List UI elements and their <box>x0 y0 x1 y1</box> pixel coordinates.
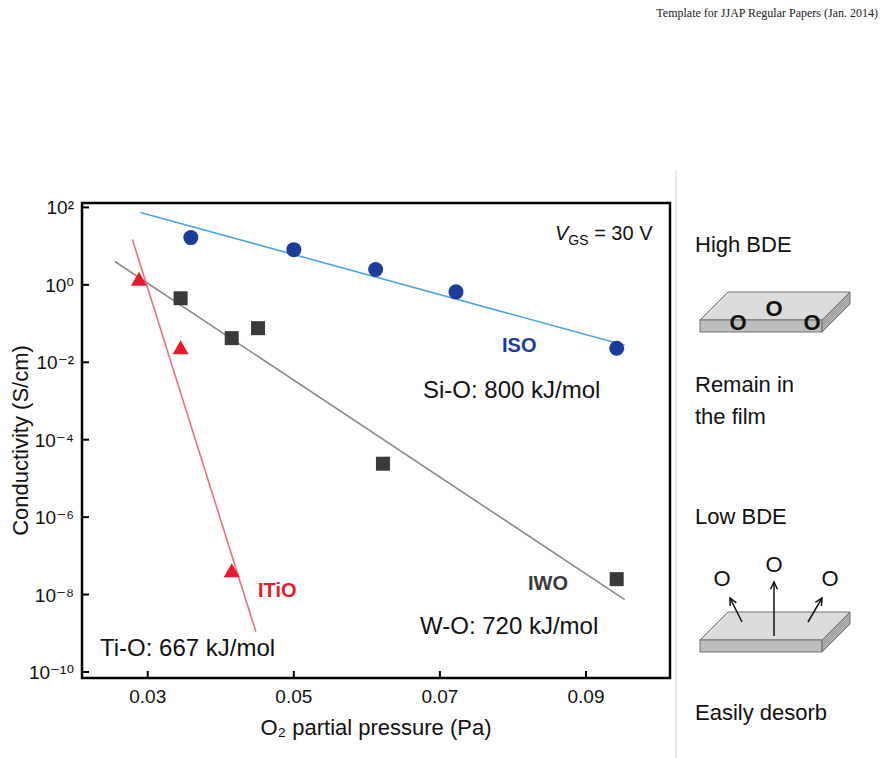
y-tick-label: 10⁻⁶ <box>35 507 74 528</box>
data-point <box>448 284 463 299</box>
bond-energy-label: Ti-O: 667 kJ/mol <box>100 634 275 661</box>
y-axis-title: Conductivity (S/cm) <box>8 345 33 536</box>
oxygen-atom: O <box>765 552 782 577</box>
desorb-arrow <box>808 598 822 622</box>
x-tick-label: 0.03 <box>129 686 166 707</box>
y-tick-label: 10⁻² <box>37 352 75 373</box>
diagram-caption: Easily desorb <box>695 700 827 725</box>
oxygen-atom: O <box>765 296 782 321</box>
data-point <box>173 340 189 354</box>
desorb-arrow <box>773 582 775 636</box>
x-tick-label: 0.05 <box>275 686 312 707</box>
plot-area <box>115 212 625 631</box>
data-point <box>183 230 198 245</box>
y-tick <box>82 284 89 286</box>
series-label: ITiO <box>258 579 297 601</box>
data-point <box>224 563 240 577</box>
page: Template for JJAP Regular Papers (Jan. 2… <box>0 0 888 758</box>
diagram-title: Low BDE <box>695 504 787 529</box>
x-tick-label: 0.07 <box>421 686 458 707</box>
oxygen-atom: O <box>821 566 838 591</box>
series-label: ISO <box>502 334 536 356</box>
y-tick <box>82 206 89 208</box>
y-tick-label: 10⁻⁴ <box>35 430 74 451</box>
y-tick <box>82 439 89 441</box>
x-tick <box>439 671 441 678</box>
fit-line <box>115 262 625 600</box>
header: Template for JJAP Regular Papers (Jan. 2… <box>656 6 878 20</box>
bond-energy-label: W-O: 720 kJ/mol <box>420 612 598 639</box>
desorb-arrow <box>730 598 742 622</box>
fit-line <box>132 240 255 632</box>
arrow-head <box>771 582 778 589</box>
data-point <box>610 572 624 586</box>
y-tick <box>82 671 89 673</box>
plot-frame <box>82 203 670 678</box>
arrow-head <box>815 598 822 606</box>
diagram-caption: Remain in <box>695 372 794 397</box>
y-tick <box>82 361 89 363</box>
bond-energy-label: Si-O: 800 kJ/mol <box>423 376 600 403</box>
y-tick-label: 10⁻⁸ <box>35 585 74 606</box>
arrow-head <box>730 598 736 606</box>
series-label: IWO <box>528 572 568 594</box>
x-tick <box>293 671 295 678</box>
y-tick-label: 10⁰ <box>45 275 74 296</box>
x-tick <box>585 671 587 678</box>
separator <box>676 170 677 758</box>
data-point <box>225 331 239 345</box>
oxygen-atom: O <box>803 310 820 335</box>
oxygen-atom: O <box>713 566 730 591</box>
fit-line <box>140 212 624 345</box>
data-point <box>609 341 624 356</box>
y-tick <box>82 516 89 518</box>
x-tick-label: 0.09 <box>568 686 605 707</box>
data-point <box>286 242 301 257</box>
y-tick-label: 10² <box>47 197 74 218</box>
diagram-title: High BDE <box>695 232 792 257</box>
data-point <box>174 291 188 305</box>
slab-low-front <box>700 640 822 652</box>
annotation-rest: = 30 V <box>589 222 654 244</box>
x-axis-title: O₂ partial pressure (Pa) <box>260 715 491 740</box>
data-point <box>376 457 390 471</box>
annotation: VGS = 30 V <box>555 222 653 248</box>
y-tick-label: 10⁻¹⁰ <box>29 662 74 683</box>
annotation-sub: GS <box>568 232 588 248</box>
slab-high-side <box>822 292 850 332</box>
slab-low-side <box>822 612 850 652</box>
x-tick <box>147 671 149 678</box>
diagram-caption: the film <box>695 404 766 429</box>
oxygen-atom: O <box>729 310 746 335</box>
y-tick <box>82 594 89 596</box>
data-point <box>251 321 265 335</box>
data-point <box>368 262 383 277</box>
data-point <box>131 272 147 286</box>
